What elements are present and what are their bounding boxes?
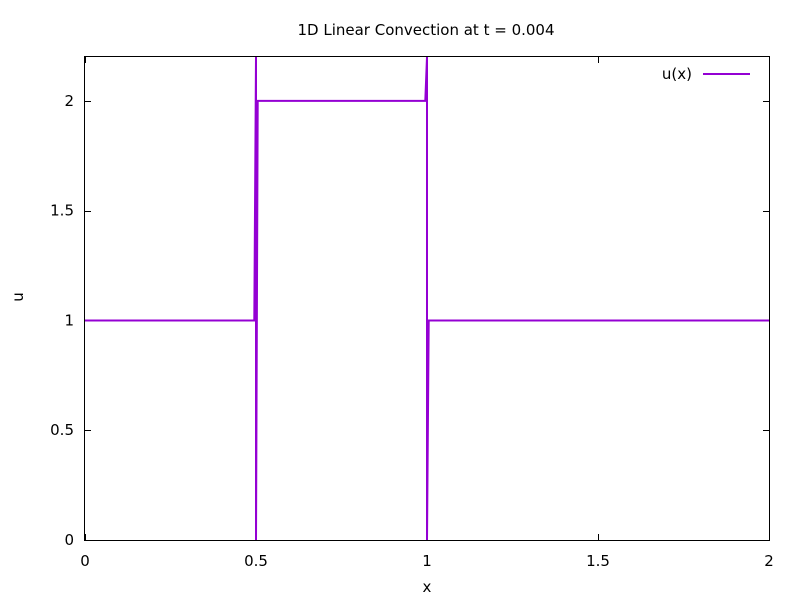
y-tick-label: 1 [64,311,74,329]
y-tick-label: 1.5 [50,202,74,220]
y-tick-label: 0.5 [50,421,74,439]
x-tick-label: 1 [422,552,432,570]
x-tick-labels: 0 0.5 1 1.5 2 [80,552,774,570]
y-axis-label: u [9,292,27,302]
legend: u(x) [662,65,750,83]
y-tick-label: 0 [64,531,74,549]
x-tick-label: 2 [764,552,774,570]
series-layer [85,56,769,541]
x-tick-label: 1.5 [586,552,610,570]
x-tick-label: 0 [80,552,90,570]
chart-title: 1D Linear Convection at t = 0.004 [297,21,554,39]
legend-label: u(x) [662,65,692,83]
plot-area [84,56,770,541]
series-line-u [85,56,769,541]
x-axis-label: x [423,578,432,596]
y-tick-labels: 0 0.5 1 1.5 2 [50,92,74,549]
x-tick-label: 0.5 [244,552,268,570]
plot-frame [84,56,770,541]
y-tick-label: 2 [64,92,74,110]
